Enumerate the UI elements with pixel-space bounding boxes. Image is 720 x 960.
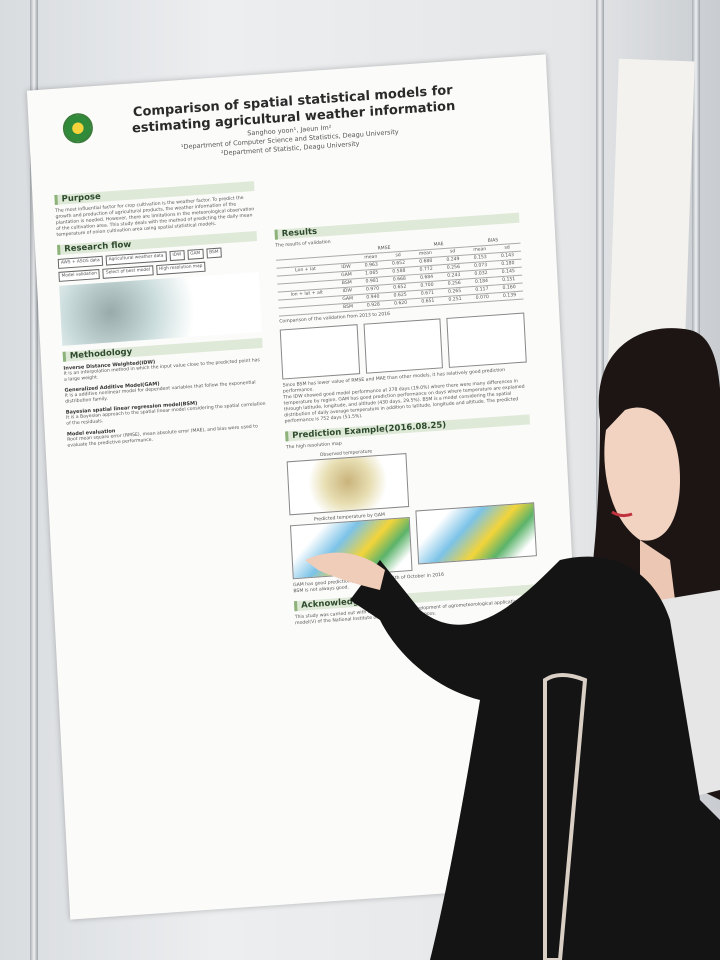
coat: [350, 556, 720, 960]
hand: [305, 552, 385, 590]
panel-post: [30, 0, 38, 960]
lips: [611, 510, 633, 518]
face: [604, 407, 680, 541]
bag-strap: [543, 673, 588, 960]
